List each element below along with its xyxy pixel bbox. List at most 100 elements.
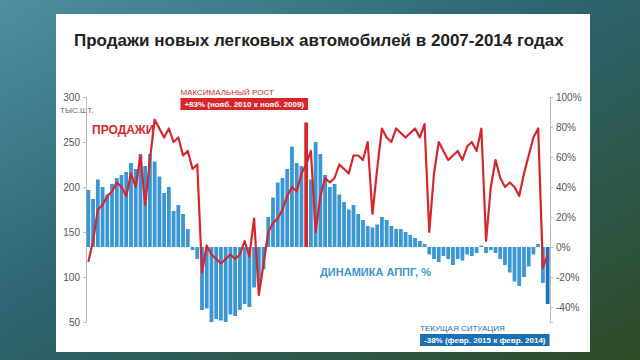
tick-mark — [550, 97, 553, 98]
bar — [124, 172, 128, 247]
bar — [484, 247, 488, 253]
tick-mark — [83, 142, 86, 143]
bar — [290, 147, 294, 248]
tick-label: 40% — [556, 182, 576, 193]
bar — [423, 244, 427, 247]
bar — [427, 247, 431, 255]
bar — [172, 211, 176, 247]
bar — [470, 247, 474, 256]
bar — [101, 187, 105, 247]
annotation: -38% (февр. 2015 к февр. 2014) ТЕКУЩАЯ СИ… — [420, 324, 549, 346]
tick: 100% — [550, 92, 582, 103]
bar — [167, 187, 171, 247]
card — [56, 14, 590, 352]
tick-label: 250 — [63, 137, 80, 148]
bar — [219, 247, 223, 321]
tick: 200 — [63, 182, 86, 193]
tick-label: 300 — [63, 92, 80, 103]
bar — [115, 178, 119, 247]
tick-mark — [550, 247, 553, 248]
bar — [285, 169, 289, 247]
tick-mark — [550, 187, 553, 188]
bar — [347, 210, 351, 248]
bar — [432, 247, 436, 259]
tick: 300 — [63, 92, 86, 103]
bar — [210, 247, 214, 322]
bar — [143, 166, 147, 247]
bar — [437, 247, 441, 262]
bar — [186, 229, 190, 247]
bar — [191, 247, 195, 250]
bar — [243, 247, 247, 304]
bar — [404, 232, 408, 247]
tick-label: 150 — [63, 227, 80, 238]
tick-mark — [83, 232, 86, 233]
tick: -40% — [550, 302, 579, 313]
bar — [461, 247, 465, 261]
bar — [498, 247, 502, 259]
bar — [413, 238, 417, 247]
bar — [342, 202, 346, 247]
tick-mark — [83, 277, 86, 278]
bar — [536, 244, 540, 247]
tick-label: 100% — [556, 92, 582, 103]
bar — [517, 247, 521, 286]
bar — [337, 195, 341, 248]
annotation-box — [420, 334, 549, 346]
bar — [375, 225, 379, 248]
tick-label: 60% — [556, 152, 576, 163]
bar — [418, 241, 422, 247]
bar — [508, 247, 512, 273]
background — [0, 0, 640, 360]
tick-label: 50 — [69, 317, 81, 328]
annotation-box — [180, 98, 308, 110]
bar — [181, 214, 185, 247]
bar — [295, 163, 299, 247]
tick-mark — [550, 277, 553, 278]
bar — [385, 220, 389, 247]
tick: 50 — [69, 317, 86, 328]
bar — [408, 235, 412, 247]
bar — [479, 246, 483, 248]
tick-mark — [550, 307, 553, 308]
bar — [394, 229, 398, 247]
bar — [380, 217, 384, 247]
bar — [456, 247, 460, 259]
axis-line — [83, 98, 87, 323]
bar — [389, 226, 393, 247]
bar — [503, 247, 507, 265]
tick-label: 20% — [556, 212, 576, 223]
tick: 20% — [550, 212, 576, 223]
y-axis: 50 100 150 200 250 300 — [63, 92, 86, 328]
bar — [86, 190, 90, 247]
tick-mark — [83, 322, 86, 323]
annotation-title: МАКСИМАЛЬНЫЙ РОСТ — [180, 88, 273, 97]
bar — [494, 247, 498, 253]
bar — [399, 229, 403, 247]
bar — [465, 247, 469, 255]
tick: 80% — [550, 122, 576, 133]
bar — [489, 247, 493, 250]
bar — [366, 226, 370, 247]
bar — [105, 195, 109, 248]
tick-label: 0% — [556, 242, 571, 253]
bar — [522, 247, 526, 277]
tick-mark — [83, 187, 86, 188]
bar — [176, 205, 180, 247]
y-axis-title: ТЫС.ШТ. — [60, 106, 94, 115]
bar — [162, 193, 166, 247]
bar — [304, 123, 308, 248]
bar — [442, 247, 446, 256]
bar — [371, 228, 375, 248]
annotation-text: -38% (февр. 2015 к февр. 2014) — [424, 336, 546, 345]
annotation: +83% (нояб. 2010 к нояб. 2009)МАКСИМАЛЬН… — [180, 88, 308, 110]
tick: 150 — [63, 227, 86, 238]
bar — [157, 177, 161, 248]
annotation-title: ТЕКУЩАЯ СИТУАЦИЯ — [420, 324, 505, 333]
tick-label: -20% — [556, 272, 579, 283]
tick-mark — [550, 127, 553, 128]
bar — [333, 184, 337, 247]
tick: 100 — [63, 272, 86, 283]
chart-root: Продажи новых легковых автомобилей в 200… — [0, 0, 640, 360]
y2-axis: -40% -20% 0% 20% 40% 60% 80% 100% — [550, 92, 582, 323]
